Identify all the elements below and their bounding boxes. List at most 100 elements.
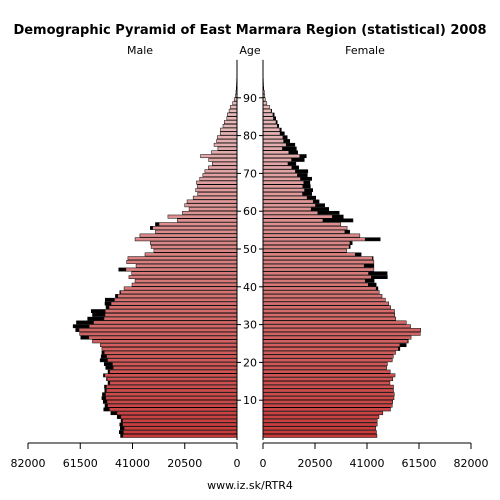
male-bar-age-28 [75,328,238,332]
male-bar-age-27 [79,331,238,336]
female-excess-age-40 [368,283,377,287]
female-bar-age-28 [262,328,422,332]
female-bar-age-83 [262,120,278,125]
female-bar-age-45 [262,263,375,268]
female-excess-age-72 [287,162,296,166]
female-bar-age-9 [262,399,393,404]
female-bar-age-15 [262,377,393,382]
female-bar-age-5 [262,415,380,419]
female-excess-age-70 [295,169,308,173]
male-bar-age-37 [115,294,238,298]
female-bar-age-41 [262,278,375,283]
male-bar-age-21 [100,354,238,359]
male-bar-age-12 [104,388,238,393]
female-bar-age-81 [262,127,282,132]
male-bar-age-2 [120,426,238,431]
female-excess-age-65 [304,188,313,192]
male-bar-age-0 [120,433,238,438]
male-bar-age-84 [226,116,238,121]
female-excess-age-66 [302,184,311,189]
female-excess-age-39 [375,286,378,291]
male-bar-age-68 [199,176,238,181]
age-tick-labels: 10 20 30 40 50 60 70 80 90 [237,92,263,407]
male-bar-age-61 [184,203,238,208]
female-excess-age-54 [344,230,350,234]
male-bar-age-8 [104,403,238,408]
female-bar-age-8 [262,403,393,408]
male-bar-age-70 [204,169,238,174]
female-bar-age-67 [262,180,311,185]
female-bar-age-12 [262,388,394,393]
female-excess-age-74 [299,154,307,158]
female-excess-age-83 [275,120,278,124]
female-bar-age-44 [262,267,375,272]
female-x-tick-label-1: 20500 [298,457,333,470]
female-bar-age-16 [262,373,396,378]
male-excess-age-56 [155,222,160,226]
male-excess-age-6 [110,411,118,415]
female-excess-age-63 [306,196,316,200]
male-excess-age-31 [87,317,105,321]
female-excess-age-47 [372,256,374,260]
female-bar-age-13 [262,384,394,389]
female-bar-age-14 [262,381,391,385]
male-bar-age-50 [150,244,238,249]
female-excess-age-59 [317,211,340,215]
female-excess-age-79 [282,135,288,139]
male-bar-age-31 [87,316,238,321]
male-label: Male [127,44,153,57]
male-bar-age-15 [106,377,238,382]
female-bar-age-10 [262,396,395,400]
male-bar-age-45 [135,263,238,268]
male-bar-age-52 [134,237,238,242]
male-x-tick-label-4: 0 [234,457,241,470]
chart-title: Demographic Pyramid of East Marmara Regi… [13,23,486,38]
female-excess-age-42 [371,275,388,279]
female-x-tick-label-3: 61500 [402,457,437,470]
female-excess-age-85 [272,112,275,117]
male-bar-age-26 [80,335,238,340]
age-tick-label-70: 70 [243,167,257,180]
male-excess-age-14 [108,381,111,385]
female-excess-age-25 [407,339,409,343]
male-bar-age-17 [107,369,238,374]
female-excess-age-86 [270,109,272,113]
male-bar-age-13 [104,384,238,389]
male-bar-age-71 [208,165,238,170]
female-excess-age-73 [291,158,305,162]
female-excess-age-48 [355,252,362,257]
female-bar-age-4 [262,418,378,423]
female-bar-age-46 [262,260,375,264]
male-bar-age-62 [186,199,238,204]
female-bar-age-32 [262,313,396,317]
female-bar-age-50 [262,244,351,249]
male-excess-age-34 [105,305,110,309]
female-excess-age-77 [285,143,295,147]
female-x-tick-label-4: 82000 [454,457,489,470]
female-bar-age-33 [262,309,395,314]
male-excess-age-9 [103,400,108,404]
age-tick-label-30: 30 [243,319,257,332]
female-excess-age-80 [279,131,285,136]
age-tick-label-50: 50 [243,243,257,256]
male-excess-age-13 [104,385,107,389]
male-bar-age-34 [105,305,238,310]
female-bar-age-55 [262,226,348,230]
female-bar-age-23 [262,347,401,351]
female-bar-age-88 [262,101,268,106]
male-bar-age-14 [107,381,238,385]
female-excess-age-23 [398,347,400,351]
male-bar-age-9 [102,399,238,404]
female-bars [262,59,422,438]
female-excess-age-58 [332,214,344,219]
male-bar-age-73 [208,158,238,162]
male-bar-age-57 [177,218,238,223]
male-excess-age-12 [104,388,107,393]
male-bar-age-74 [200,154,238,159]
female-bar-age-62 [262,199,320,204]
female-x-tick-label-2: 41000 [350,457,385,470]
female-excess-age-61 [315,203,325,207]
male-bar-age-4 [120,418,238,423]
male-excess-age-28 [75,328,80,332]
male-x-tick-label-2: 41000 [115,457,150,470]
